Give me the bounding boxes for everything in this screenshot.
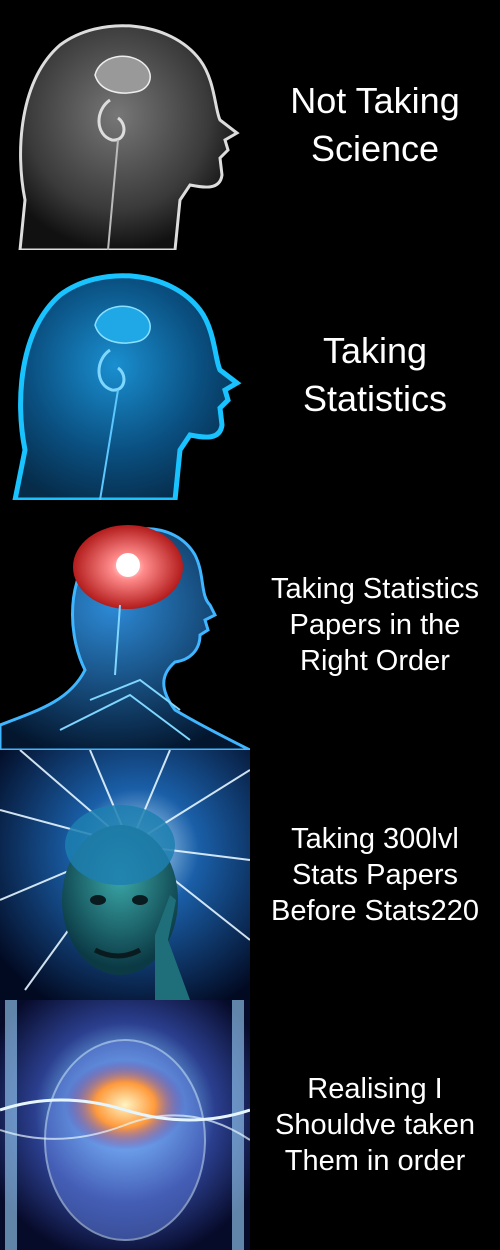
panel-3: Taking Statistics Papers in the Right Or… bbox=[0, 500, 500, 750]
panel-1: Not Taking Science bbox=[0, 0, 500, 250]
man-tapping-head-light-rays-icon bbox=[0, 750, 250, 1000]
glowing-red-brain-nervous-system-icon bbox=[0, 500, 250, 750]
caption-5-text: Realising I Shouldve taken Them in order bbox=[275, 1073, 475, 1177]
caption-1: Not Taking Science bbox=[250, 0, 500, 250]
caption-1-text: Not Taking Science bbox=[290, 80, 460, 169]
caption-4-text: Taking 300lvl Stats Papers Before Stats2… bbox=[271, 823, 479, 927]
caption-5: Realising I Shouldve taken Them in order bbox=[250, 1000, 500, 1250]
caption-4: Taking 300lvl Stats Papers Before Stats2… bbox=[250, 750, 500, 1000]
caption-3: Taking Statistics Papers in the Right Or… bbox=[250, 500, 500, 750]
caption-2: Taking Statistics bbox=[250, 250, 500, 500]
blue-glowing-head-brain-icon bbox=[0, 250, 250, 500]
panel-4: Taking 300lvl Stats Papers Before Stats2… bbox=[0, 750, 500, 1000]
cosmic-galaxy-brain-icon bbox=[0, 1000, 250, 1250]
panel-5: Realising I Shouldve taken Them in order bbox=[0, 1000, 500, 1250]
caption-2-text: Taking Statistics bbox=[302, 330, 448, 419]
x-ray-head-brain-icon bbox=[0, 0, 250, 250]
caption-3-text: Taking Statistics Papers in the Right Or… bbox=[271, 573, 479, 677]
panel-2: Taking Statistics bbox=[0, 250, 500, 500]
